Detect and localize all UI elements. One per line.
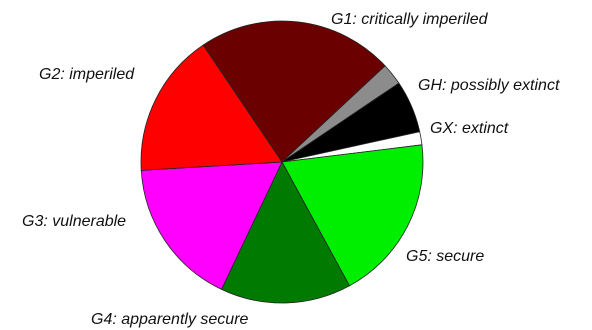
slice-g5-secure — [281, 144, 424, 287]
label-g4-apparently-secure: G4: apparently secure — [91, 311, 249, 328]
slice-g4-apparently-secure — [220, 161, 351, 304]
slice-g1-critically-imperiled — [202, 20, 386, 163]
label-g3-vulnerable: G3: vulnerable — [22, 213, 126, 230]
slice-g3-vulnerable — [140, 161, 283, 290]
label-gh-possibly-extinct: GH: possibly extinct — [418, 77, 560, 94]
slice-g2-imperiled — [140, 44, 283, 171]
pie-slices — [140, 20, 424, 304]
label-gx-extinct: GX: extinct — [430, 120, 509, 137]
label-g1-critically-imperiled: G1: critically imperiled — [331, 11, 489, 28]
label-g2-imperiled: G2: imperiled — [39, 66, 135, 83]
label-g5-secure: G5: secure — [406, 248, 484, 265]
